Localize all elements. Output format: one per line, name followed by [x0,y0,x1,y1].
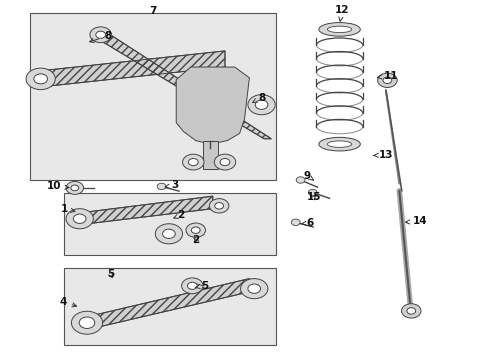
Circle shape [157,183,165,190]
Circle shape [247,95,275,115]
Ellipse shape [327,26,351,33]
Polygon shape [86,279,249,330]
Circle shape [96,31,105,39]
Text: 12: 12 [334,5,348,21]
Text: 15: 15 [306,192,321,202]
Bar [64,268,276,345]
Circle shape [296,177,305,183]
Text: 8: 8 [89,31,111,42]
Polygon shape [203,140,217,169]
Circle shape [191,227,200,233]
Circle shape [73,214,86,224]
Ellipse shape [327,141,351,147]
Text: 10: 10 [47,181,69,192]
Circle shape [291,219,300,226]
Circle shape [26,68,55,90]
Circle shape [90,27,111,42]
Text: 2: 2 [192,235,199,245]
Text: 11: 11 [377,71,397,81]
Bar [64,193,276,255]
Text: 14: 14 [405,216,427,226]
Circle shape [308,189,317,196]
Polygon shape [42,51,224,87]
Circle shape [382,77,391,84]
Text: 5: 5 [106,269,114,279]
Circle shape [182,154,203,170]
Bar [30,13,276,180]
Circle shape [71,185,79,191]
Text: 6: 6 [301,218,313,228]
Text: 7: 7 [149,6,156,16]
Polygon shape [91,35,271,139]
Circle shape [187,282,197,289]
Circle shape [66,209,93,229]
Circle shape [406,308,415,314]
Circle shape [155,224,182,244]
Circle shape [255,100,267,109]
Text: 9: 9 [303,171,313,181]
Text: 1: 1 [61,204,75,214]
Ellipse shape [318,137,360,151]
Polygon shape [79,196,212,225]
Circle shape [214,154,235,170]
Circle shape [71,311,102,334]
Circle shape [66,181,83,194]
Circle shape [188,158,198,166]
Circle shape [79,317,95,328]
Circle shape [214,203,223,209]
Circle shape [247,284,260,293]
Circle shape [181,278,203,294]
Text: 4: 4 [60,297,76,307]
Circle shape [220,158,229,166]
Circle shape [401,304,420,318]
Text: 3: 3 [165,180,179,190]
Circle shape [240,279,267,299]
Polygon shape [176,67,249,144]
Circle shape [185,223,205,237]
Text: 8: 8 [252,93,264,103]
Text: 5: 5 [195,281,208,291]
Text: 13: 13 [372,150,392,160]
Ellipse shape [318,23,360,36]
Text: 2: 2 [173,210,184,220]
Circle shape [162,229,175,238]
Circle shape [377,73,396,87]
Circle shape [34,74,47,84]
Circle shape [209,199,228,213]
